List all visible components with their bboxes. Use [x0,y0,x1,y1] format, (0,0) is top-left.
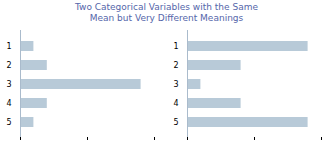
svg-text:3: 3 [7,80,12,89]
html-text:Two Categorical Variables with: Two Categorical Variables with the Same … [75,2,258,23]
svg-text:5: 5 [173,118,178,127]
svg-text:5: 5 [7,118,12,127]
svg-text:3: 3 [173,80,178,89]
svg-text:2: 2 [7,61,12,70]
svg-text:2: 2 [173,61,178,70]
svg-text:4: 4 [7,99,12,108]
svg-text:4: 4 [173,99,178,108]
svg-text:1: 1 [7,42,12,51]
svg-text:1: 1 [173,42,178,51]
